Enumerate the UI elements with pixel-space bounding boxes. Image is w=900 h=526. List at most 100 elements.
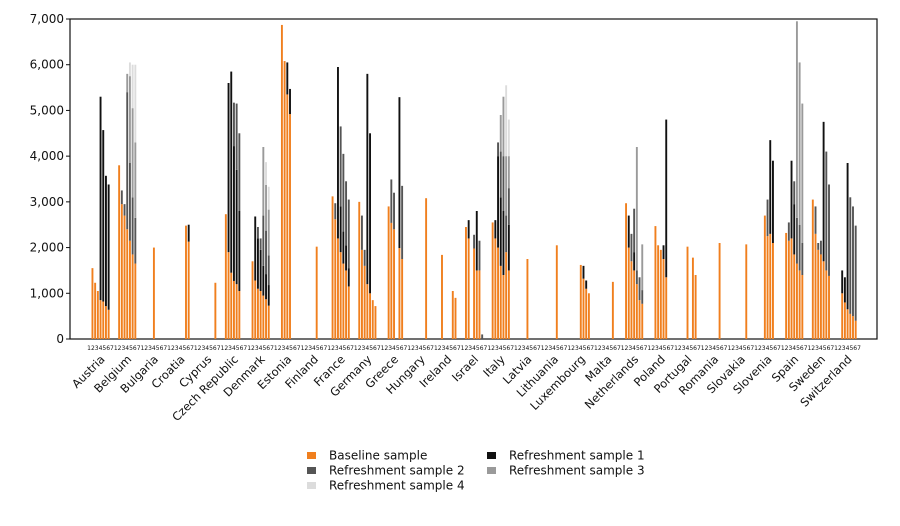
bar-refresh3	[499, 115, 502, 152]
bar-baseline	[828, 275, 830, 339]
bar-baseline	[387, 206, 390, 339]
bar-baseline	[214, 282, 217, 339]
bar-baseline	[227, 252, 230, 339]
wave-label: 1234567	[274, 345, 301, 352]
bar-refresh2	[347, 199, 350, 269]
bar-refresh1	[289, 88, 291, 115]
wave-label: 1234567	[221, 345, 248, 352]
bar-refresh2	[801, 243, 804, 275]
bar-baseline	[801, 275, 804, 339]
bar-refresh2	[635, 270, 638, 285]
bar-refresh1	[230, 71, 233, 273]
bar-baseline	[393, 229, 395, 339]
bar-baseline	[772, 243, 774, 339]
bar-refresh2	[345, 181, 348, 246]
wave-label: 1234567	[727, 345, 754, 352]
wave-label: 1234567	[407, 345, 434, 352]
bar-baseline	[491, 222, 494, 339]
bar-baseline	[134, 263, 137, 339]
bar-baseline	[342, 263, 345, 339]
bar-refresh3	[131, 108, 134, 198]
bar-baseline	[96, 291, 99, 339]
wave-label: 1234567	[87, 345, 114, 352]
bar-refresh2	[793, 181, 796, 205]
bar-refresh1	[254, 216, 257, 281]
bar-refresh1	[337, 67, 339, 239]
bar-baseline	[369, 293, 371, 339]
bar-refresh2	[817, 243, 820, 250]
bar-refresh3	[505, 156, 508, 216]
wave-label: 1234567	[167, 345, 194, 352]
bar-baseline	[467, 238, 470, 339]
bar-refresh4	[128, 62, 131, 77]
bar-baseline	[785, 232, 788, 339]
bar-baseline	[102, 301, 105, 339]
bar-baseline	[315, 246, 318, 339]
bar-baseline	[798, 270, 801, 339]
bar-baseline	[286, 94, 289, 340]
bar-baseline	[790, 238, 793, 339]
bar-refresh4	[505, 85, 508, 157]
bar-refresh1	[238, 211, 241, 291]
bar-refresh2	[363, 249, 366, 266]
bar-refresh2	[641, 290, 644, 304]
wave-label: 1234567	[140, 345, 167, 352]
wave-label: 1234567	[434, 345, 461, 352]
bar-refresh3	[635, 147, 638, 271]
wave-label: 1234567	[647, 345, 674, 352]
bar-refresh1	[227, 83, 230, 253]
bar-baseline	[230, 272, 233, 339]
wave-label: 1234567	[781, 345, 808, 352]
bar-refresh2	[339, 126, 342, 207]
bar-baseline	[787, 240, 790, 339]
bar-refresh1	[267, 285, 270, 306]
bar-baseline	[659, 249, 662, 339]
y-tick-label: 3,000	[30, 195, 64, 209]
bar-baseline	[267, 305, 270, 339]
wave-label: 1234567	[487, 345, 514, 352]
bar-baseline	[235, 284, 238, 339]
wave-label: 1234567	[701, 345, 728, 352]
bar-refresh1	[187, 224, 190, 242]
bar-refresh1	[339, 206, 342, 253]
bar-baseline	[361, 249, 363, 339]
bar-baseline	[251, 261, 254, 339]
y-tick-label: 2,000	[30, 241, 64, 255]
wave-labels-layer: 1234567 1234567 1234567 1234567 1234567 12345…	[87, 345, 861, 352]
bar-baseline	[686, 246, 689, 339]
bar-refresh2	[256, 227, 259, 239]
bar-baseline	[425, 198, 428, 339]
bar-refresh2	[795, 217, 798, 264]
bar-refresh2	[787, 222, 790, 241]
bar-baseline	[638, 300, 641, 339]
y-tick-label: 7,000	[30, 12, 64, 26]
bar-refresh4	[265, 162, 267, 185]
bar-refresh1	[475, 211, 478, 271]
bar-refresh1	[366, 73, 369, 285]
bar-refresh1	[99, 96, 102, 301]
bar-refresh3	[798, 62, 801, 225]
bar-refresh2	[390, 179, 393, 223]
bar-refresh1	[772, 160, 774, 243]
bar-baseline	[366, 284, 369, 339]
bar-baseline	[635, 284, 638, 339]
bar-baseline	[238, 291, 241, 339]
bar-baseline	[473, 248, 476, 339]
bar-refresh2	[134, 217, 137, 264]
bar-refresh1	[369, 133, 371, 294]
bar-refresh2	[259, 238, 262, 250]
bar-baseline	[849, 313, 852, 339]
bar-refresh3	[262, 147, 265, 216]
bar-baseline	[814, 233, 817, 339]
bar-baseline	[120, 204, 123, 339]
bar-baseline	[611, 281, 614, 339]
bar-refresh1	[398, 97, 401, 249]
legend-label-refresh2: Refreshment sample 2	[329, 464, 465, 478]
bar-baseline	[793, 254, 796, 339]
wave-label: 1234567	[567, 345, 594, 352]
bar-refresh2	[825, 151, 828, 271]
bar-baseline	[105, 306, 107, 339]
legend-swatch-refresh4	[307, 482, 316, 489]
bar-baseline	[91, 268, 94, 339]
